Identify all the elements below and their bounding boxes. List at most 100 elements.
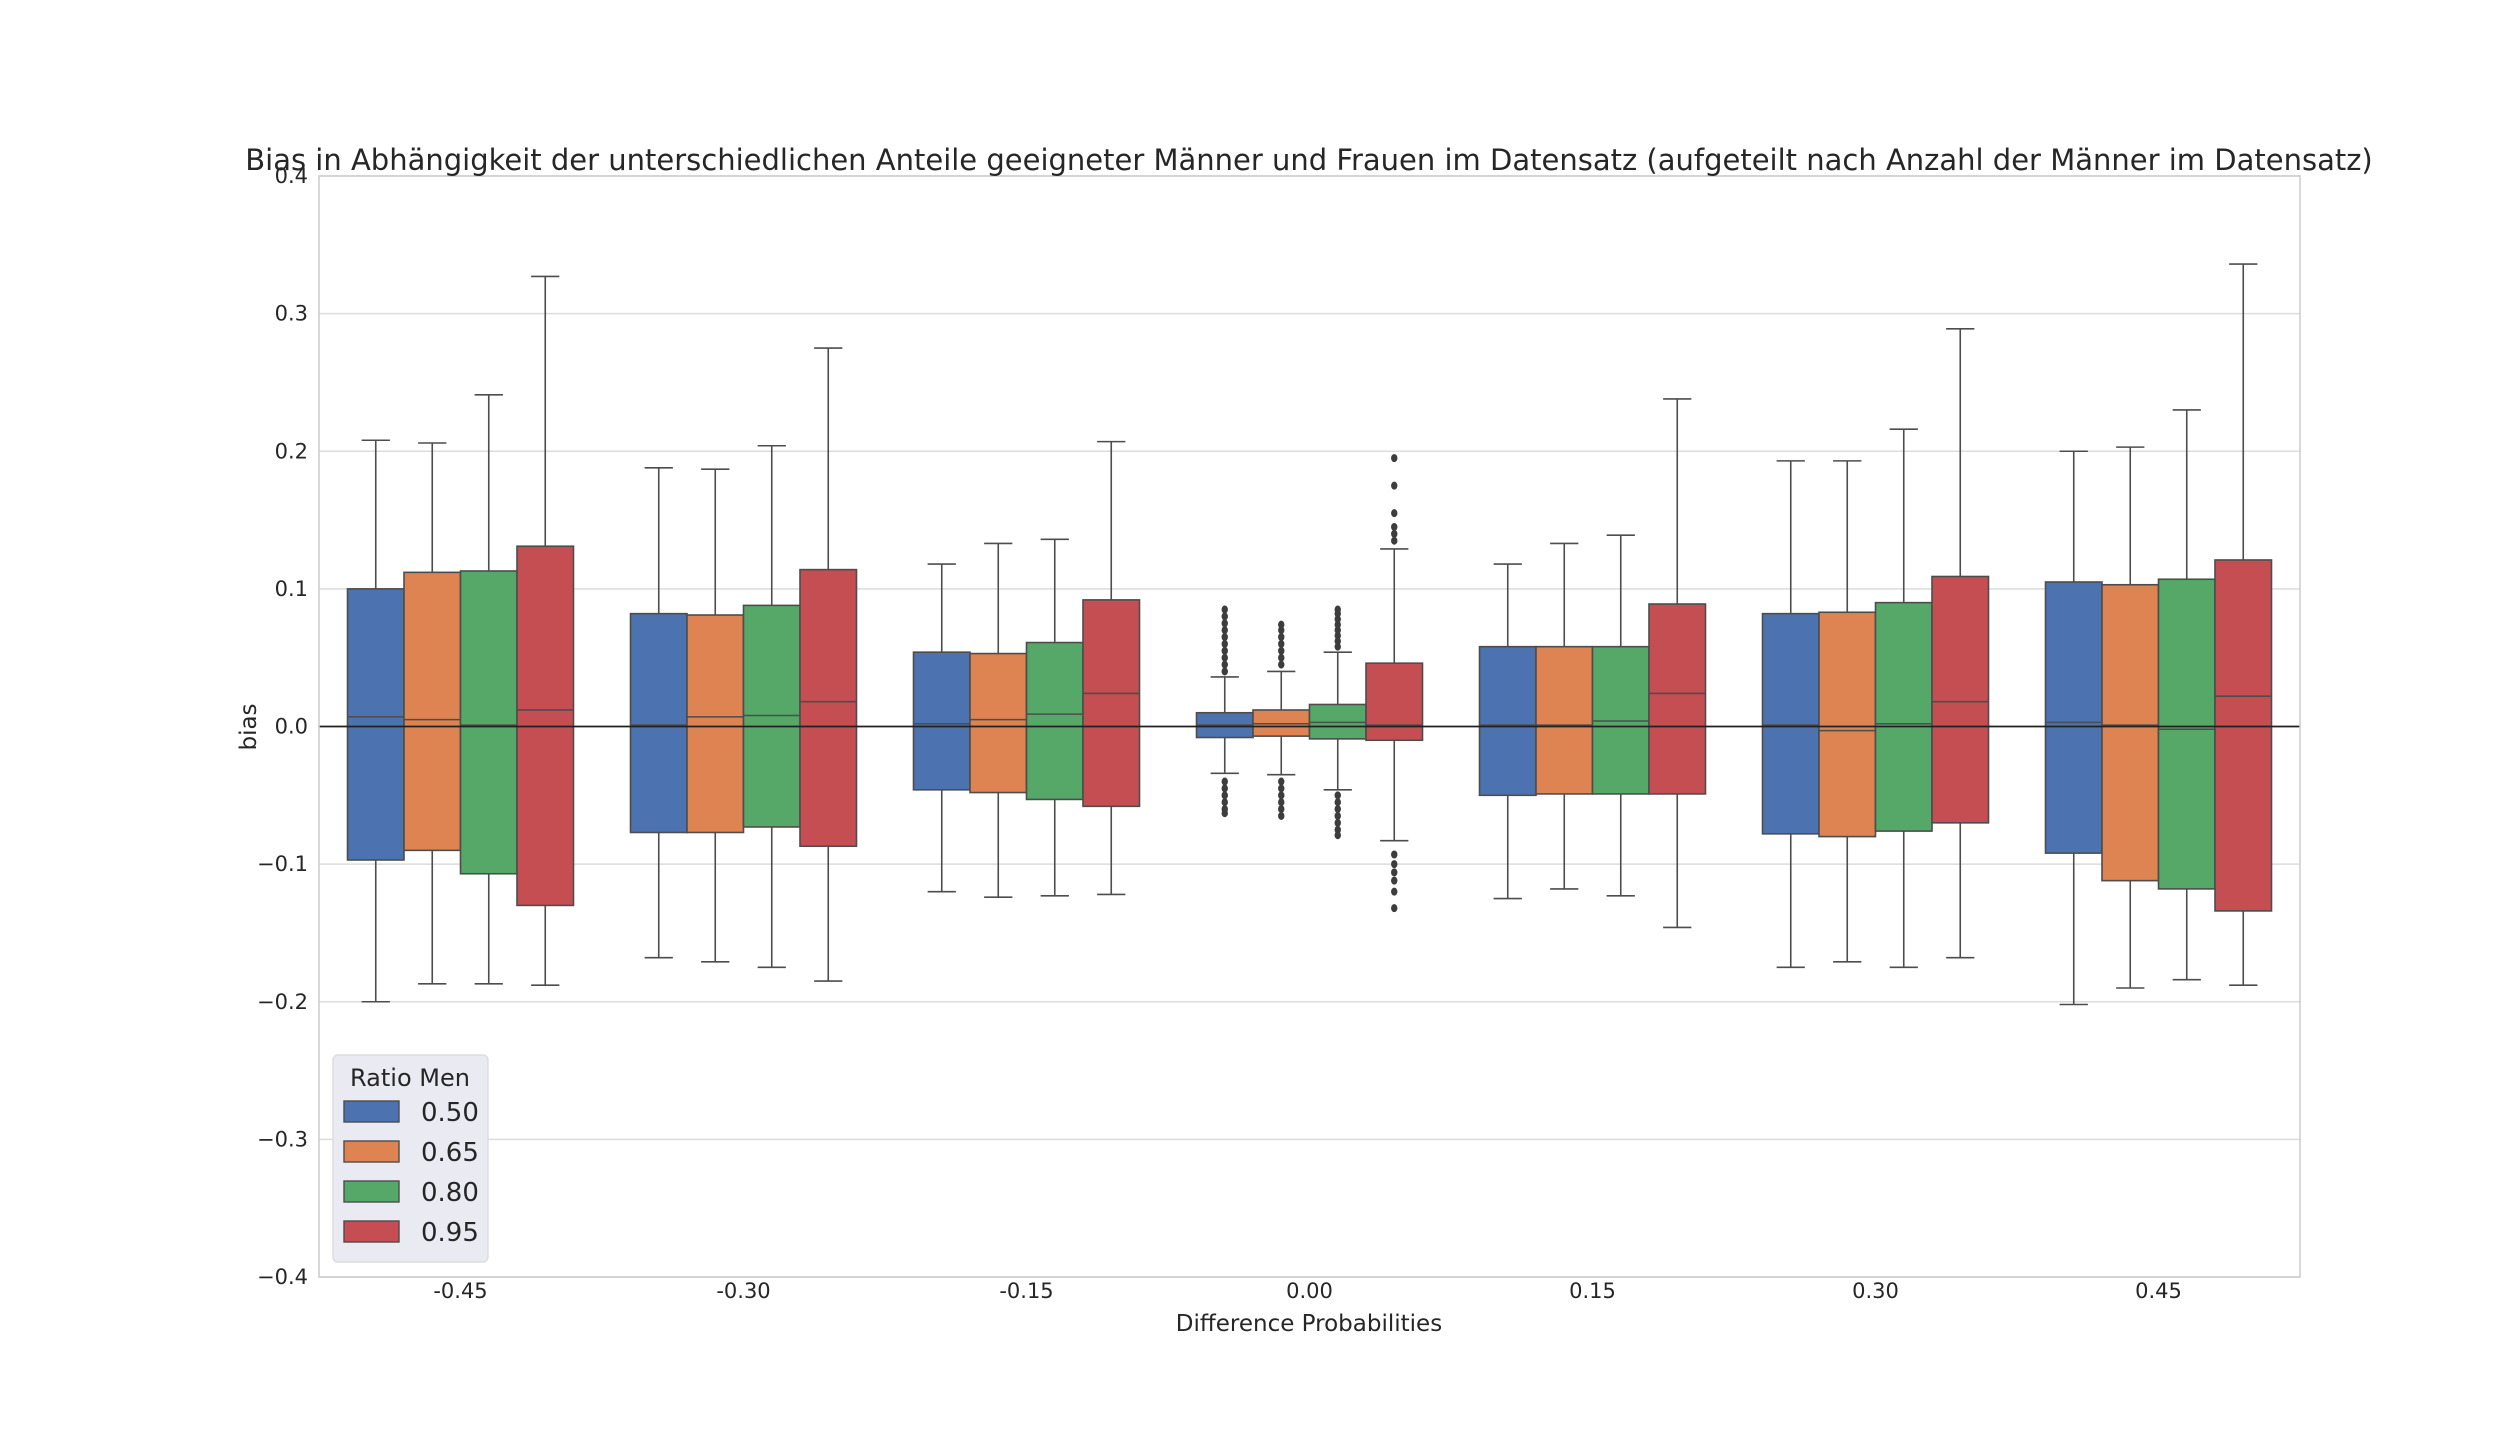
box-0.65-0.45	[2101, 446, 2160, 989]
box-iqr	[1874, 601, 1933, 832]
box-0.50-0.00	[1195, 605, 1254, 818]
outlier-point	[1221, 626, 1228, 635]
y-axis-label: bias	[236, 703, 262, 750]
outlier-point	[1334, 798, 1341, 807]
outlier-point	[1221, 639, 1228, 648]
boxes-layer	[346, 263, 2273, 1006]
legend: Ratio Men 0.50 0.65 0.80 0.95	[332, 1054, 489, 1263]
box-0.65-0.15	[1535, 542, 1594, 890]
box-0.50-0.45	[2044, 450, 2103, 1006]
box-iqr	[2157, 578, 2216, 890]
outlier-point	[1221, 633, 1228, 642]
box-iqr	[1931, 575, 1990, 824]
legend-label: 0.65	[421, 1138, 479, 1168]
outlier-point	[1391, 876, 1398, 885]
outlier-point	[1334, 825, 1341, 834]
box-0.95-0.15	[1648, 398, 1707, 929]
box-iqr	[1478, 645, 1537, 797]
outlier-point	[1334, 818, 1341, 827]
outlier-point	[1221, 619, 1228, 628]
x-tick-label: 0.15	[1569, 1279, 1616, 1303]
outlier-point	[1221, 605, 1228, 614]
outlier-point	[1391, 536, 1398, 545]
outlier-point	[1334, 805, 1341, 814]
box-0.80-0.30	[1874, 428, 1933, 969]
box-iqr	[1365, 662, 1424, 742]
outlier-point	[1278, 777, 1285, 786]
box-iqr	[1818, 611, 1877, 838]
outlier-point	[1334, 831, 1341, 840]
box-0.80-0.15	[1591, 534, 1650, 897]
box-0.80--0.15	[1025, 538, 1084, 897]
x-axis-label: Difference Probabilities	[1176, 1311, 1442, 1337]
box-0.50-0.30	[1761, 460, 1820, 969]
outlier-point	[1278, 653, 1285, 662]
box-0.95-0.00	[1365, 454, 1424, 913]
outlier-point	[1278, 811, 1285, 820]
x-tick-label: 0.30	[1852, 1279, 1899, 1303]
legend-label: 0.95	[421, 1218, 479, 1248]
box-iqr	[686, 614, 745, 834]
box-0.65-0.30	[1818, 460, 1877, 963]
box-iqr	[1535, 645, 1594, 795]
outlier-point	[1391, 509, 1398, 518]
box-iqr	[1025, 641, 1084, 801]
box-0.65--0.30	[686, 468, 745, 963]
legend-swatch-0.95	[343, 1220, 400, 1243]
outlier-point	[1221, 646, 1228, 655]
legend-items: 0.50 0.65 0.80 0.95	[343, 1098, 479, 1248]
outlier-point	[1334, 605, 1341, 614]
box-iqr	[1082, 599, 1141, 808]
outlier-point	[1221, 612, 1228, 621]
outlier-point	[1221, 653, 1228, 662]
x-tick-label: -0.45	[433, 1279, 487, 1303]
box-0.80--0.45	[459, 394, 518, 985]
outlier-point	[1391, 522, 1398, 531]
outlier-point	[1278, 791, 1285, 800]
y-tick-label: −0.3	[257, 1127, 308, 1151]
y-tick-label: 0.2	[275, 439, 308, 463]
outlier-point	[1334, 620, 1341, 629]
box-0.50--0.15	[912, 563, 971, 893]
legend-label: 0.50	[421, 1098, 479, 1128]
outlier-point	[1391, 529, 1398, 538]
box-0.65--0.45	[403, 442, 462, 985]
legend-label: 0.80	[421, 1178, 479, 1208]
outlier-point	[1221, 798, 1228, 807]
y-tick-label: −0.4	[257, 1265, 308, 1289]
outlier-point	[1391, 850, 1398, 859]
chart-title: Bias in Abhängigkeit der unterschiedlich…	[245, 143, 2373, 177]
y-tick-label: 0.1	[275, 577, 308, 601]
x-tick-label: 0.45	[2135, 1279, 2182, 1303]
x-axis-ticks: -0.45 -0.30 -0.15 0.00 0.15 0.30 0.45	[433, 1279, 2182, 1303]
x-tick-label: -0.15	[999, 1279, 1053, 1303]
box-0.80-0.00	[1308, 605, 1367, 840]
box-iqr	[1761, 612, 1820, 835]
outlier-point	[1221, 667, 1228, 676]
outlier-point	[1278, 620, 1285, 629]
y-tick-label: 0.3	[275, 302, 308, 326]
box-iqr	[629, 612, 688, 834]
outlier-point	[1334, 637, 1341, 646]
outlier-point	[1334, 811, 1341, 820]
legend-swatch-0.80	[343, 1180, 400, 1203]
outlier-point	[1278, 626, 1285, 635]
outlier-point	[1278, 639, 1285, 648]
outlier-point	[1334, 626, 1341, 635]
outlier-point	[1278, 660, 1285, 669]
legend-swatch-0.65	[343, 1140, 400, 1163]
outlier-point	[1278, 633, 1285, 642]
box-iqr	[799, 568, 858, 848]
outlier-point	[1391, 454, 1398, 463]
outlier-point	[1334, 791, 1341, 800]
box-0.65--0.15	[969, 542, 1028, 898]
y-tick-label: −0.2	[257, 990, 308, 1014]
y-tick-label: 0.4	[275, 164, 308, 188]
outlier-point	[1221, 660, 1228, 669]
box-0.95-0.30	[1931, 327, 1990, 959]
outlier-point	[1391, 904, 1398, 913]
x-tick-label: 0.00	[1286, 1279, 1333, 1303]
outlier-point	[1334, 615, 1341, 624]
y-tick-label: −0.1	[257, 852, 308, 876]
